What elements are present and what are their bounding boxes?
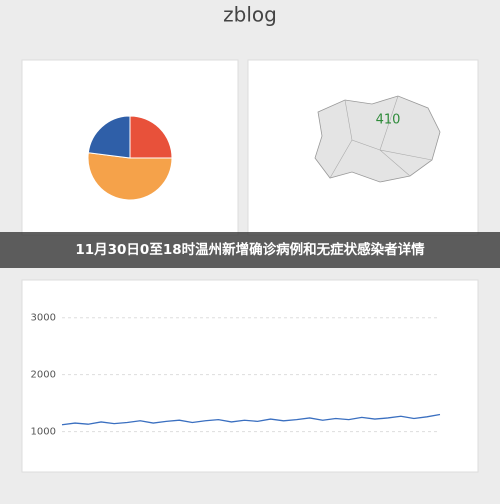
map-borders [329,95,433,179]
map-shape [314,95,441,183]
banner-title: 11月30日0至18时温州新增确诊病例和无症状感染者详情 [75,241,425,258]
y-tick-label: 2000 [31,370,56,381]
banner [0,232,500,268]
site-name: zblog [223,3,277,27]
line-series [61,413,441,426]
y-tick-label: 3000 [31,313,56,324]
line-card [21,279,479,473]
map-label: 410 [376,113,401,128]
y-tick-label: 1000 [31,427,56,438]
pie-slice [87,115,131,159]
pie-slice [129,115,173,159]
pie-slice [87,152,173,201]
